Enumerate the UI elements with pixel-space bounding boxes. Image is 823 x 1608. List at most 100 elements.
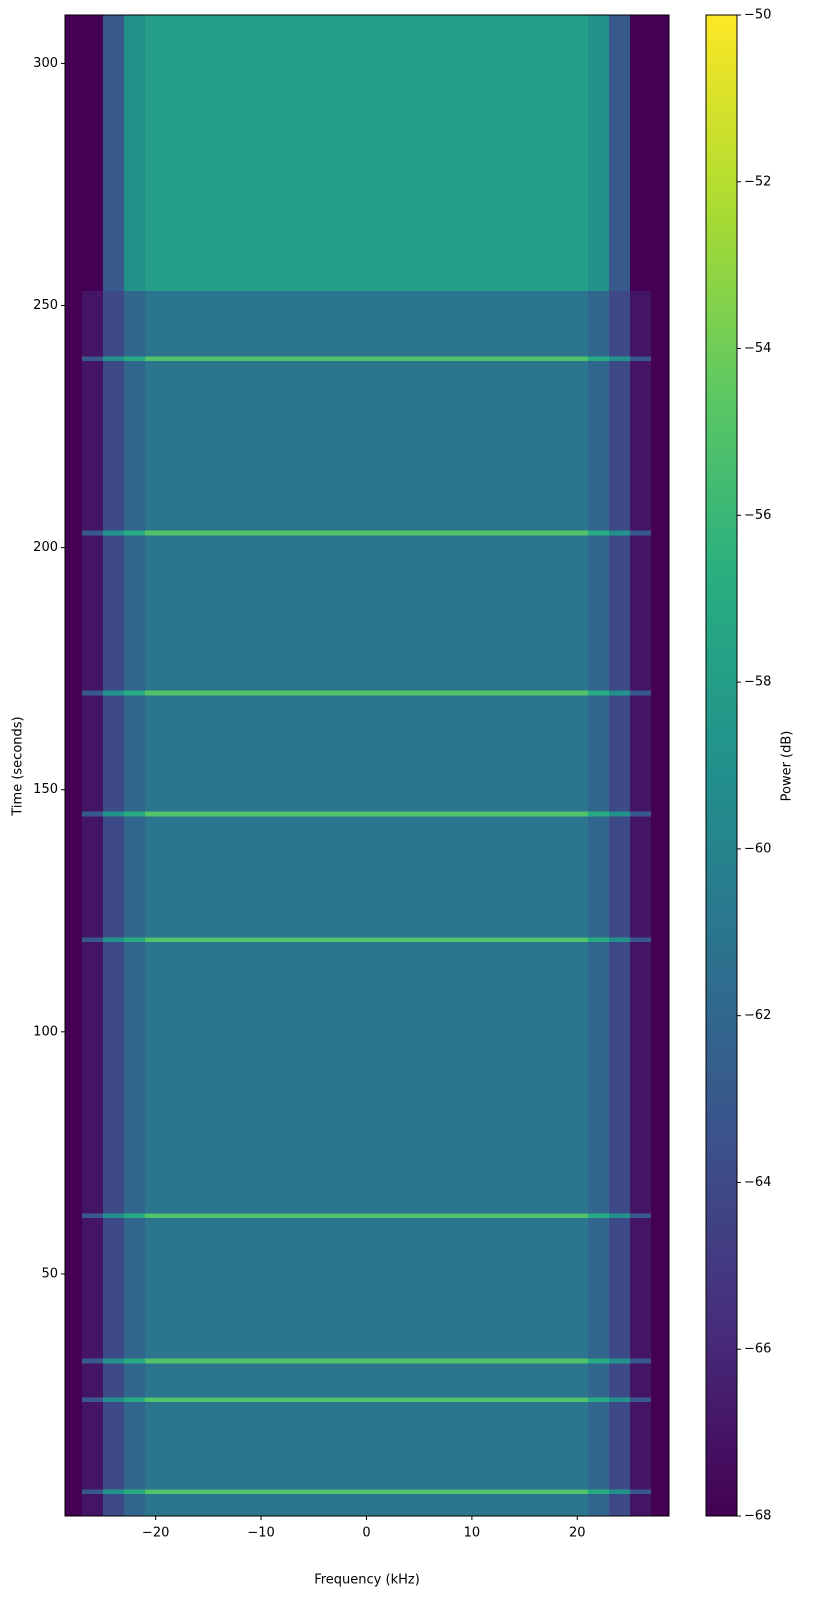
cell	[651, 1213, 669, 1219]
cell	[587, 361, 609, 531]
cell	[81, 15, 103, 291]
cell	[587, 1358, 609, 1364]
cell	[587, 690, 609, 696]
cell	[608, 937, 630, 943]
cell	[65, 1494, 82, 1516]
cell	[145, 1489, 588, 1495]
cell	[629, 695, 652, 812]
cell	[81, 290, 103, 357]
colorbar-tick-label: −68	[744, 1509, 771, 1524]
cell	[145, 356, 588, 362]
x-tick-label: 0	[362, 1526, 370, 1541]
cell	[587, 535, 609, 691]
cell	[629, 535, 652, 691]
x-axis-label: Frequency (kHz)	[314, 1573, 420, 1588]
cell	[81, 1397, 103, 1403]
cell	[124, 816, 146, 938]
cell	[608, 1397, 630, 1403]
colorbar-tick-label: −64	[744, 1175, 771, 1190]
cell	[124, 15, 146, 291]
y-tick-label: 250	[33, 298, 58, 313]
cell	[629, 1218, 652, 1359]
cell	[145, 535, 588, 691]
cell	[651, 1358, 669, 1364]
cell	[629, 1402, 652, 1490]
cell	[587, 1363, 609, 1398]
cell	[587, 1213, 609, 1219]
colorbar-tick-label: −50	[744, 8, 771, 23]
cell	[124, 290, 146, 357]
cell	[81, 1358, 103, 1364]
cell	[608, 1218, 630, 1359]
cell	[65, 1213, 82, 1219]
cell	[65, 15, 82, 291]
cell	[145, 290, 588, 357]
cell	[629, 690, 652, 696]
cell	[65, 1489, 82, 1495]
cell	[651, 290, 669, 357]
cell	[145, 937, 588, 943]
cell	[608, 1358, 630, 1364]
cell	[124, 535, 146, 691]
cell	[145, 530, 588, 536]
cell	[145, 816, 588, 938]
cell	[124, 1489, 146, 1495]
cell	[81, 356, 103, 362]
cell	[587, 1397, 609, 1403]
cell	[651, 1363, 669, 1398]
cell	[124, 1397, 146, 1403]
cell	[651, 535, 669, 691]
cell	[651, 530, 669, 536]
cell	[65, 1363, 82, 1398]
cell	[81, 535, 103, 691]
colorbar-tick-label: −58	[744, 675, 771, 690]
cell	[587, 811, 609, 817]
colorbar-tick-label: −54	[744, 341, 771, 356]
cell	[608, 530, 630, 536]
cell	[651, 942, 669, 1214]
cell	[651, 361, 669, 531]
cell	[65, 816, 82, 938]
cell	[587, 1218, 609, 1359]
x-tick-label: −10	[247, 1526, 274, 1541]
cell	[587, 695, 609, 812]
cell	[65, 1402, 82, 1490]
cell	[65, 1218, 82, 1359]
colorbar-tick-label: −56	[744, 508, 771, 523]
cell	[81, 1218, 103, 1359]
cell	[145, 1402, 588, 1490]
cell	[65, 530, 82, 536]
cell	[81, 1213, 103, 1219]
cell	[629, 15, 652, 291]
cell	[65, 690, 82, 696]
cell	[65, 1397, 82, 1403]
cell	[587, 1489, 609, 1495]
cell	[629, 1489, 652, 1495]
cell	[124, 356, 146, 362]
cell	[102, 1213, 125, 1219]
x-tick-label: −20	[142, 1526, 169, 1541]
cell	[651, 1489, 669, 1495]
cell	[145, 361, 588, 531]
cell	[145, 942, 588, 1214]
cell	[81, 1489, 103, 1495]
cell	[102, 942, 125, 1214]
cell	[102, 535, 125, 691]
x-tick-label: 20	[569, 1526, 586, 1541]
cell	[145, 1397, 588, 1403]
colorbar-tick-label: −66	[744, 1342, 771, 1357]
cell	[102, 690, 125, 696]
cell	[65, 535, 82, 691]
cell	[629, 530, 652, 536]
cell	[124, 1494, 146, 1516]
colorbar-tick-label: −60	[744, 841, 771, 856]
x-tick-label: 10	[464, 1526, 481, 1541]
cell	[145, 1358, 588, 1364]
cell	[65, 942, 82, 1214]
cell	[587, 290, 609, 357]
y-axis-label: Time (seconds)	[11, 716, 26, 816]
cell	[651, 816, 669, 938]
cell	[124, 937, 146, 943]
cell	[145, 695, 588, 812]
